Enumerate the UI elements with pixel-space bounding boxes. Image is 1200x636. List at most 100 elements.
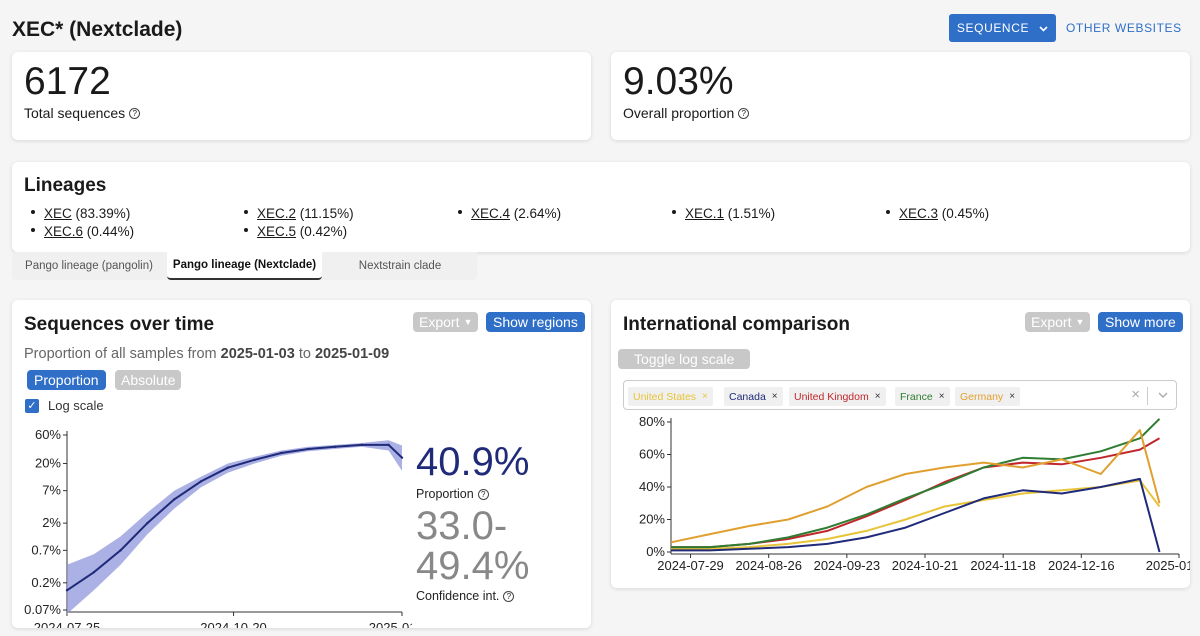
y-tick-label: 20% xyxy=(639,512,665,527)
y-tick-label: 40% xyxy=(639,479,665,494)
other-websites-link[interactable]: OTHER WEBSITES xyxy=(1066,21,1182,35)
help-icon[interactable]: ? xyxy=(503,590,515,602)
lineage-item[interactable]: XEC (83.39%) xyxy=(31,206,130,221)
remove-icon[interactable]: × xyxy=(874,391,881,402)
x-tick-label: 2024-07-25 xyxy=(34,620,101,628)
confidence-interval-value: 33.0- 49.4% xyxy=(416,504,530,588)
absolute-toggle[interactable]: Absolute xyxy=(115,370,182,390)
lineage-item[interactable]: XEC.1 (1.51%) xyxy=(672,206,775,221)
proportion-value: 40.9% xyxy=(416,440,530,484)
proportion-label: Proportion xyxy=(416,487,474,501)
tab-pangolin[interactable]: Pango lineage (pangolin) xyxy=(25,260,153,272)
export-button[interactable]: Export ▼ xyxy=(1025,312,1091,332)
lineage-item[interactable]: XEC.6 (0.44%) xyxy=(31,224,134,239)
log-scale-checkbox[interactable]: ✓ xyxy=(25,399,39,413)
overall-proportion-label: Overall proportion xyxy=(623,105,735,121)
x-tick-label: 2024-08-26 xyxy=(735,558,802,573)
y-tick-label: 2% xyxy=(42,515,61,530)
x-tick-label: 2024-09-23 xyxy=(814,558,881,573)
data-point xyxy=(65,589,69,592)
date-range-subtitle: Proportion of all samples from 2025-01-0… xyxy=(24,346,390,362)
data-point xyxy=(119,549,122,552)
country-chip-germany: Germany × xyxy=(955,387,1021,406)
chevron-down-icon xyxy=(1039,21,1048,35)
lineage-item[interactable]: XEC.3 (0.45%) xyxy=(886,206,989,221)
data-point xyxy=(307,447,310,451)
y-tick-label: 60% xyxy=(35,428,61,442)
total-sequences-label-row: Total sequences ? xyxy=(24,105,141,121)
international-comparison-card: International comparison Export ▼ Show mo… xyxy=(611,300,1190,588)
chevron-down-icon[interactable] xyxy=(1158,389,1168,401)
lineages-card: Lineages XEC (83.39%) XEC.2 (11.15%) XEC… xyxy=(12,162,1190,252)
overall-proportion-card: 9.03% Overall proportion ? xyxy=(611,52,1190,140)
proportion-toggle[interactable]: Proportion xyxy=(27,370,106,390)
confidence-label: Confidence int. xyxy=(416,589,500,603)
country-chip-united-kingdom: United Kingdom × xyxy=(789,387,886,406)
clear-icon[interactable]: × xyxy=(1131,386,1140,403)
sequences-over-time-chart: 60% 20% 7% 2% 0.7% 0.2% 0.07% 2024-07-25 2024-10… xyxy=(24,428,412,628)
sequence-button[interactable]: SEQUENCE xyxy=(949,14,1056,42)
data-point xyxy=(333,445,337,449)
y-tick-label: 0.07% xyxy=(24,602,61,617)
lineages-title: Lineages xyxy=(24,175,107,196)
proportion-label-row: Proportion ? xyxy=(416,487,489,501)
help-icon[interactable]: ? xyxy=(477,488,489,500)
overall-proportion-value: 9.03% xyxy=(623,60,734,103)
series-line-france xyxy=(671,418,1161,549)
data-point xyxy=(280,451,283,455)
export-button[interactable]: Export ▼ xyxy=(413,312,479,332)
page-title: XEC* (Nextclade) xyxy=(12,18,183,41)
y-tick-label: 0.7% xyxy=(31,542,61,557)
show-more-button[interactable]: Show more xyxy=(1098,312,1183,332)
country-select[interactable]: United States × Canada × United Kingdom × F… xyxy=(623,380,1177,410)
series-line-germany xyxy=(670,429,1161,544)
help-icon[interactable]: ? xyxy=(738,107,750,119)
lineage-item[interactable]: XEC.4 (2.64%) xyxy=(458,206,561,221)
data-point xyxy=(173,498,176,501)
lineage-item[interactable]: XEC.5 (0.42%) xyxy=(244,224,347,239)
remove-icon[interactable]: × xyxy=(771,391,778,402)
x-tick-label: 2025-01-16 xyxy=(369,620,412,628)
total-sequences-value: 6172 xyxy=(24,60,111,103)
remove-icon[interactable]: × xyxy=(938,391,945,402)
data-point xyxy=(400,456,404,459)
x-tick-label: 2024-07-29 xyxy=(657,558,724,573)
help-icon[interactable]: ? xyxy=(129,107,141,119)
caret-down-icon: ▼ xyxy=(1075,317,1085,327)
proportion-line xyxy=(66,443,403,592)
remove-icon[interactable]: × xyxy=(702,391,708,402)
country-chip-france: France × xyxy=(895,387,950,406)
remove-icon[interactable]: × xyxy=(1009,391,1016,402)
show-regions-button[interactable]: Show regions xyxy=(486,312,585,332)
x-tick-label: 2024-11-18 xyxy=(970,558,1036,573)
divider xyxy=(1147,387,1148,405)
toggle-log-scale-button[interactable]: Toggle log scale xyxy=(618,349,751,369)
tab-nextclade[interactable]: Pango lineage (Nextclade) xyxy=(167,252,322,280)
confidence-band xyxy=(67,440,402,614)
sequence-button-label: SEQUENCE xyxy=(956,21,1030,35)
data-point xyxy=(146,521,149,525)
log-scale-label: Log scale xyxy=(48,398,104,413)
sequences-over-time-card: Sequences over time Export ▼ Show regions… xyxy=(12,300,591,628)
lineage-source-tabs: Pango lineage (pangolin) Pango lineage (… xyxy=(12,252,477,280)
confidence-label-row: Confidence int. ? xyxy=(416,589,515,603)
data-point xyxy=(387,443,390,447)
x-tick-label: 2025-01-20 xyxy=(1146,558,1190,573)
y-tick-label: 80% xyxy=(639,414,665,429)
y-tick-label: 0.2% xyxy=(31,575,61,590)
date-to: 2025-01-09 xyxy=(314,346,390,362)
tab-nextstrain[interactable]: Nextstrain clade xyxy=(358,260,442,272)
country-chip-canada: Canada × xyxy=(724,387,783,406)
y-tick-label: 7% xyxy=(42,483,61,498)
total-sequences-label: Total sequences xyxy=(24,105,126,121)
x-tick-label: 2024-10-20 xyxy=(200,620,267,628)
overall-proportion-label-row: Overall proportion ? xyxy=(623,105,750,121)
data-point xyxy=(92,571,96,574)
data-point xyxy=(226,466,229,469)
total-sequences-card: 6172 Total sequences ? xyxy=(12,52,591,140)
y-tick-label: 60% xyxy=(639,447,665,462)
lineage-item[interactable]: XEC.2 (11.15%) xyxy=(244,206,354,221)
y-tick-label: 0% xyxy=(646,544,665,559)
country-chip-united-states: United States × xyxy=(628,387,713,406)
sequences-over-time-title: Sequences over time xyxy=(24,314,215,335)
